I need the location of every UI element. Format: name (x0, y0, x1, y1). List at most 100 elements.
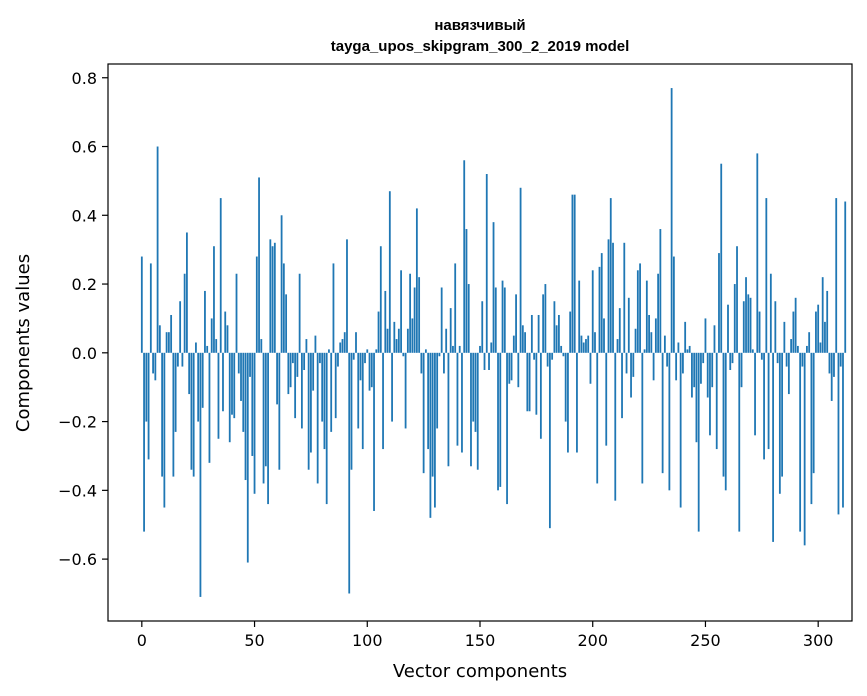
bar (343, 332, 346, 353)
bar (641, 352, 644, 484)
bar (458, 345, 461, 353)
bar (296, 352, 299, 377)
bar (269, 239, 272, 353)
bar (409, 273, 412, 353)
bar (688, 345, 691, 353)
y-tick-label: −0.2 (58, 413, 97, 432)
bar (526, 352, 529, 412)
bar (544, 284, 547, 353)
bar (244, 352, 247, 481)
bar (267, 352, 269, 505)
bar (506, 352, 508, 505)
bar (452, 345, 454, 353)
bar (535, 352, 538, 415)
bar (808, 332, 811, 353)
bar (172, 352, 175, 477)
bar (630, 352, 632, 398)
bar (551, 352, 554, 360)
bar (456, 352, 459, 446)
bar (370, 352, 373, 388)
bar (747, 294, 750, 353)
x-axis-ticks: 0 50 100 150 200 250 300 (137, 621, 834, 650)
bar (361, 352, 364, 450)
y-tick-label: −0.6 (58, 550, 97, 569)
bar (555, 325, 558, 353)
bar (422, 352, 425, 474)
bar (539, 352, 542, 439)
bar (578, 280, 581, 353)
bar (639, 263, 641, 353)
x-tick-label: 0 (137, 631, 147, 650)
bar (794, 297, 797, 353)
bar (289, 352, 292, 388)
bar (434, 352, 436, 508)
bar (201, 352, 204, 408)
bar (231, 352, 233, 415)
bar (213, 246, 215, 353)
bar (494, 287, 497, 353)
bar (636, 270, 639, 353)
bar (742, 301, 745, 353)
bar (384, 290, 387, 353)
bar (163, 352, 166, 508)
bar (567, 352, 569, 453)
bar (341, 339, 344, 353)
bar (251, 352, 254, 456)
bar (772, 352, 774, 542)
bar (564, 352, 567, 422)
bar (731, 352, 734, 364)
bar (474, 352, 477, 432)
bar (440, 287, 443, 353)
bar (521, 325, 524, 353)
bar (835, 198, 838, 353)
bar (645, 280, 648, 353)
bar (181, 352, 184, 367)
bar (199, 352, 202, 597)
bar (821, 277, 824, 353)
bar (596, 352, 599, 484)
bar (589, 352, 592, 384)
chart-title: навязчивый (434, 17, 525, 34)
bar (183, 273, 186, 353)
bar (463, 160, 466, 353)
x-tick-label: 300 (803, 631, 834, 650)
bar (729, 352, 732, 370)
bar (785, 352, 788, 367)
bar (817, 304, 820, 353)
bar (576, 352, 578, 453)
bar (388, 191, 391, 353)
bar (285, 294, 288, 353)
bar (249, 352, 251, 377)
bar (758, 311, 761, 353)
bar (582, 342, 585, 353)
bar (749, 297, 752, 353)
x-tick-label: 100 (352, 631, 383, 650)
bar (476, 352, 479, 470)
bar (691, 352, 693, 398)
bar (186, 232, 188, 353)
bar (819, 342, 822, 353)
bar (395, 339, 398, 353)
bar (695, 352, 698, 443)
bar (420, 352, 423, 374)
bar (623, 242, 626, 353)
bar (375, 349, 378, 353)
bar (657, 273, 660, 353)
bar (682, 352, 684, 374)
bar (485, 174, 488, 353)
bar (497, 352, 499, 491)
bar (321, 352, 324, 422)
bar (206, 345, 209, 353)
x-tick-label: 250 (690, 631, 721, 650)
bar (503, 287, 506, 353)
bar (235, 273, 238, 353)
bar (790, 339, 793, 353)
bar (801, 352, 804, 367)
bar (443, 352, 445, 374)
bar (377, 311, 380, 353)
bar (461, 352, 463, 453)
bar (154, 352, 157, 381)
bar (323, 352, 326, 450)
bar (677, 342, 680, 353)
bar (316, 352, 319, 484)
